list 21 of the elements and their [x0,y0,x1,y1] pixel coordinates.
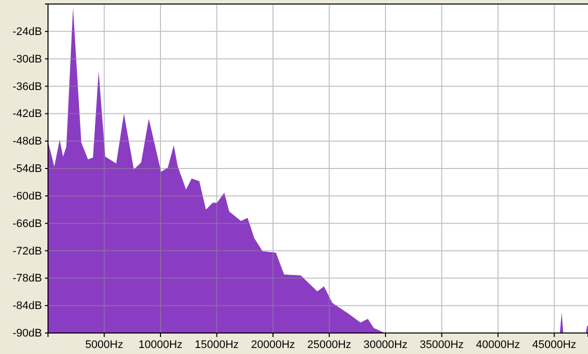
y-tick-label: -60dB [12,190,42,202]
x-tick-label: 45000Hz [532,338,576,351]
y-tick-label: -36dB [12,80,42,93]
x-tick-label: 25000Hz [307,338,352,351]
x-tick-label: 10000Hz [138,338,183,351]
x-tick-label: 35000Hz [420,338,464,351]
x-tick-label: 5000Hz [85,338,124,351]
y-tick-label: -78dB [12,272,42,285]
y-tick-label: -48dB [12,136,42,148]
x-tick-label: 40000Hz [476,338,520,351]
y-tick-label: -30dB [12,53,42,66]
x-tick-label: 20000Hz [250,338,296,351]
x-tick-label: 30000Hz [363,338,408,351]
y-tick-label: -90dB [12,328,42,340]
y-tick-label: -24dB [12,26,42,38]
y-tick-label: -42dB [12,108,42,120]
y-tick-label: -84dB [12,300,42,312]
y-tick-label: -54dB [12,163,42,176]
y-tick-label: -72dB [12,245,42,258]
y-tick-label: -66dB [12,218,42,230]
x-tick-label: 15000Hz [194,338,239,351]
